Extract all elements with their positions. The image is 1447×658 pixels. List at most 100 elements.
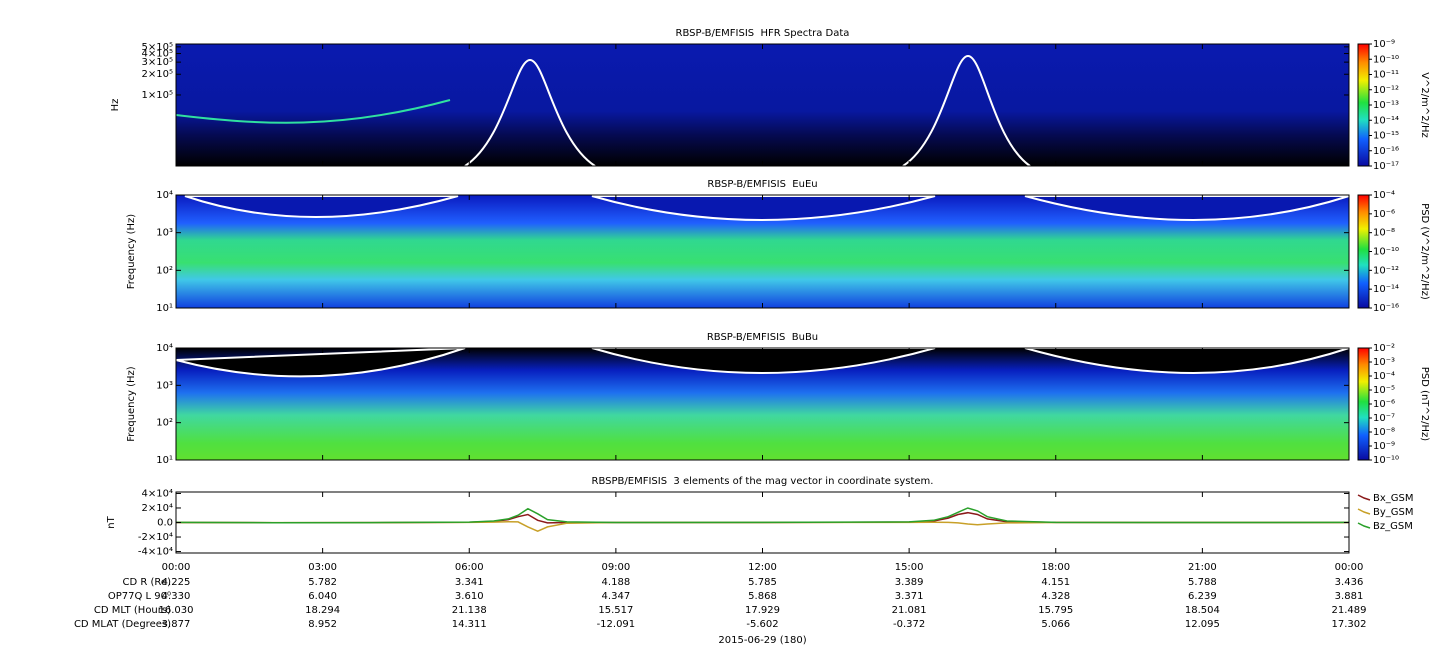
colorbar-tick-label: 10⁻² — [1373, 343, 1395, 354]
ephemeris-value: 5.785 — [748, 577, 777, 588]
colorbar-tick-label: 10⁻¹⁵ — [1373, 131, 1399, 142]
legend-swatch — [1357, 508, 1371, 515]
x-tick-label: 00:00 — [162, 562, 191, 573]
colorbar-tick-label: 10⁻⁸ — [1373, 228, 1395, 239]
y-tick-label: 10⁴ — [156, 343, 173, 354]
ephemeris-value: 15.795 — [1038, 605, 1073, 616]
date-label: 2015-06-29 (180) — [718, 635, 806, 646]
y-tick-label: 10² — [156, 418, 173, 429]
legend-swatch — [1357, 522, 1371, 529]
ephemeris-value: -5.602 — [746, 619, 778, 630]
colorbar-tick-label: 10⁻⁹ — [1373, 39, 1395, 50]
colorbar-tick-label: 10⁻⁶ — [1373, 399, 1395, 410]
y-tick-label: 10¹ — [156, 303, 173, 314]
spectrogram — [176, 44, 1349, 166]
plasma-line — [902, 54, 1031, 167]
colorbar-tick-label: 10⁻³ — [1373, 357, 1395, 368]
y-tick-label: 5×10⁵ — [142, 42, 173, 53]
y-tick-label: 2×10⁵ — [142, 69, 173, 80]
y-tick-label: 10³ — [156, 228, 173, 239]
colorbar-tick-label: 10⁻¹² — [1373, 85, 1399, 96]
ephemeris-value: 6.040 — [308, 591, 337, 602]
y-tick-label: -4×10⁴ — [138, 547, 173, 558]
legend-label: Bx_GSM — [1373, 493, 1414, 504]
ephemeris-value: 3.881 — [1335, 591, 1364, 602]
ephemeris-value: 4.330 — [162, 591, 191, 602]
ephemeris-value: 8.952 — [308, 619, 337, 630]
x-tick-label: 15:00 — [895, 562, 924, 573]
ephemeris-value: 4.328 — [1041, 591, 1070, 602]
plasma-line — [464, 58, 596, 167]
ephemeris-value: 3.436 — [1335, 577, 1364, 588]
x-tick-label: 09:00 — [601, 562, 630, 573]
colorbar-tick-label: 10⁻⁶ — [1373, 209, 1395, 220]
ephemeris-value: 3.341 — [455, 577, 484, 588]
plasma-line — [184, 195, 459, 218]
ephemeris-value: 18.504 — [1185, 605, 1220, 616]
ephemeris-value: 4.347 — [602, 591, 631, 602]
ephemeris-label: CD R (Re) — [123, 577, 172, 588]
ephemeris-value: 3.371 — [895, 591, 924, 602]
ephemeris-value: 5.782 — [308, 577, 337, 588]
ephemeris-value: 14.311 — [452, 619, 487, 630]
y-tick-label: 0.0 — [157, 518, 173, 529]
y-tick-label: 10² — [156, 265, 173, 276]
ephemeris-value: 4.225 — [162, 577, 191, 588]
colorbar-tick-label: 10⁻⁴ — [1373, 190, 1395, 201]
legend-label: Bz_GSM — [1373, 521, 1413, 532]
ephemeris-value: 15.517 — [598, 605, 633, 616]
colorbar-tick-label: 10⁻¹⁰ — [1373, 54, 1399, 65]
y-tick-label: 10¹ — [156, 455, 173, 466]
y-tick-label: 3×10⁵ — [142, 57, 173, 68]
ephemeris-value: -12.091 — [597, 619, 636, 630]
ephemeris-value: 4.151 — [1041, 577, 1070, 588]
y-tick-label: 2×10⁴ — [142, 503, 173, 514]
colorbar-tick-label: 10⁻¹⁷ — [1373, 161, 1399, 172]
legend-swatch — [1357, 494, 1371, 501]
colorbar-label: PSD (V^2/m^2/Hz) — [1419, 203, 1430, 300]
colorbar-label: PSD (nT^2/Hz) — [1419, 367, 1430, 441]
ephemeris-value: 5.788 — [1188, 577, 1217, 588]
ephemeris-value: -0.372 — [893, 619, 925, 630]
colorbar — [1357, 347, 1370, 461]
x-tick-label: 12:00 — [748, 562, 777, 573]
colorbar-tick-label: 10⁻¹⁴ — [1373, 284, 1399, 295]
ephemeris-value: 21.081 — [892, 605, 927, 616]
ephemeris-value: 6.239 — [1188, 591, 1217, 602]
plasma-line — [1024, 347, 1350, 374]
x-tick-label: 21:00 — [1188, 562, 1217, 573]
x-tick-label: 18:00 — [1041, 562, 1070, 573]
y-tick-label: 10⁴ — [156, 190, 173, 201]
colorbar — [1357, 194, 1370, 309]
ephemeris-value: 12.095 — [1185, 619, 1220, 630]
y-axis-label: Frequency (Hz) — [126, 366, 137, 442]
ephemeris-value: 18.294 — [305, 605, 340, 616]
ephemeris-label: OP77Q L 90⁰ — [108, 591, 171, 602]
x-tick-label: 00:00 — [1335, 562, 1364, 573]
ephemeris-value: 3.389 — [895, 577, 924, 588]
panel-title: RBSP-B/EMFISIS BuBu — [707, 332, 818, 343]
y-tick-label: 10³ — [156, 380, 173, 391]
ephemeris-label: CD MLAT (Degrees) — [74, 619, 171, 630]
panel-title: RBSP-B/EMFISIS HFR Spectra Data — [676, 28, 850, 39]
y-axis-label: nT — [106, 515, 117, 528]
ephemeris-value: 17.302 — [1332, 619, 1367, 630]
ephemeris-value: 17.929 — [745, 605, 780, 616]
y-axis-label: Frequency (Hz) — [126, 214, 137, 290]
ephemeris-value: 3.877 — [162, 619, 191, 630]
ephemeris-value: 4.188 — [602, 577, 631, 588]
colorbar-tick-label: 10⁻¹⁶ — [1373, 303, 1399, 314]
plasma-line — [591, 347, 936, 374]
colorbar-tick-label: 10⁻¹⁰ — [1373, 247, 1399, 258]
y-tick-label: 1×10⁵ — [142, 90, 173, 101]
plasma-line — [175, 347, 466, 378]
colorbar-tick-label: 10⁻¹⁰ — [1373, 455, 1399, 466]
x-tick-label: 03:00 — [308, 562, 337, 573]
colorbar-tick-label: 10⁻¹⁴ — [1373, 115, 1399, 126]
colorbar-tick-label: 10⁻⁷ — [1373, 413, 1395, 424]
colorbar-tick-label: 10⁻⁴ — [1373, 371, 1395, 382]
ephemeris-value: 21.489 — [1332, 605, 1367, 616]
colorbar-label: V^2/m^2/Hz — [1419, 72, 1430, 138]
ephemeris-value: 16.030 — [159, 605, 194, 616]
